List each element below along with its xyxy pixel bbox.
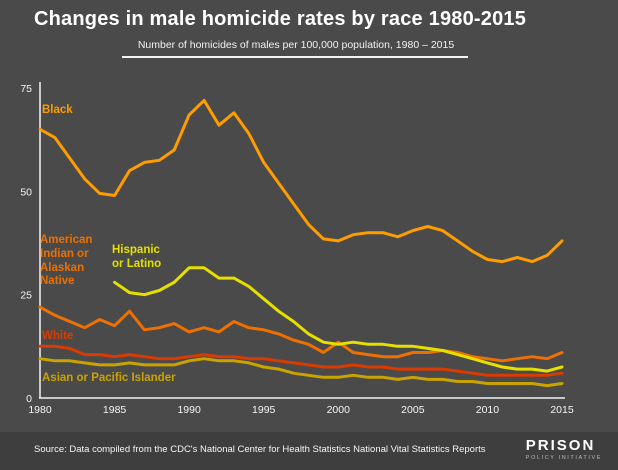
homicide-rate-line-chart: 0 25 50 75 1980 1985 1990 1995 2000 2005 2010 2015 [20,82,574,416]
series-line-asian-or-pacific-islander [38,357,564,388]
series-label: Hispanic or Latino [112,244,162,270]
y-tick-label: 50 [20,186,32,198]
x-tick-label: 1990 [177,404,201,416]
series-label: Black [42,104,73,116]
series-line-white [38,344,564,377]
x-tick-label: 2000 [327,404,351,416]
x-tick-label: 2010 [476,404,500,416]
chart-subtitle: Number of homicides of males per 100,000… [137,39,455,51]
x-tick-label: 2015 [550,404,574,416]
footer-bar: Source: Data compiled from the CDC's Nat… [0,432,618,470]
series-label: White [42,330,74,342]
series-line-hispanic-or-latino [113,266,564,373]
series-line-american-indian-or-alaskan-native [38,305,564,363]
logo-secondary-text: POLICY INITIATIVE [525,455,602,461]
series-label: Asian or Pacific Islander [42,372,176,384]
x-tick-label: 1985 [103,404,127,416]
y-tick-label: 25 [20,290,32,302]
series-line-black [38,98,564,264]
y-tick-label: 75 [20,83,32,95]
prison-policy-initiative-logo: PRISON POLICY INITIATIVE [526,437,602,461]
source-note: Source: Data compiled from the CDC's Nat… [34,444,486,455]
logo-primary-text: PRISON [525,437,596,454]
y-tick-label: 0 [26,393,32,405]
x-tick-label: 2005 [401,404,425,416]
subtitle-divider [122,56,468,58]
page-title: Changes in male homicide rates by race 1… [34,8,527,30]
x-tick-label: 1995 [252,404,276,416]
x-tick-label: 1980 [28,404,52,416]
series-label: American Indian or Alaskan Native [40,234,93,288]
